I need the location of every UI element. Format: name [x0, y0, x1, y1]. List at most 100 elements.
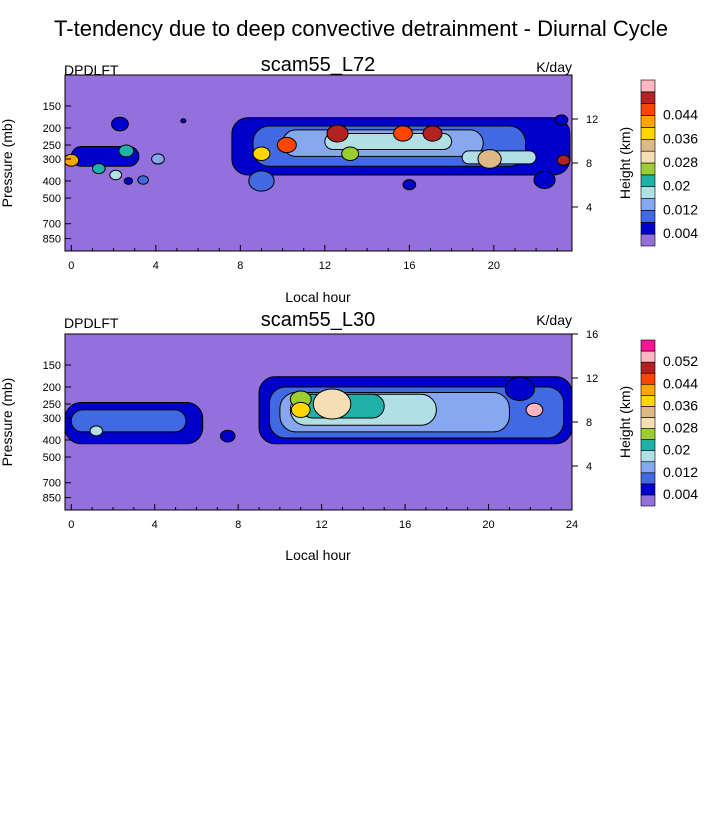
panel-2-x-tick-label: 16 — [399, 519, 411, 531]
panel-2-right-tick-label: 12 — [586, 373, 598, 385]
panel-1-variable: DPDLFT — [64, 62, 119, 78]
panel-2-colorbar-label: 0.028 — [663, 420, 698, 436]
panel-2-x-tick-label: 24 — [566, 519, 578, 531]
panel-2-title: scam55_L30 — [261, 309, 376, 331]
panel-1-y-tick-label: 700 — [43, 219, 61, 231]
panel-1-contour-spot-26 — [402, 179, 417, 191]
panel-1-contour-spot-19 — [137, 175, 149, 185]
panel-2-x-tick-label: 4 — [152, 519, 158, 531]
panel-1-y-tick-label: 500 — [43, 193, 61, 205]
panel-1-colorbar-box — [640, 115, 656, 128]
panel-1-x-tick-label: 20 — [488, 260, 500, 272]
panel-1-contour-spot-24 — [110, 116, 129, 132]
panel-1-colorbar-label: 0.036 — [663, 130, 698, 146]
panel-2-y-tick-label: 250 — [43, 399, 61, 411]
panel-1-colorbar-label: 0.044 — [663, 107, 698, 123]
panel-2-right-tick-label: 8 — [586, 417, 592, 429]
panel-1-contour-spot-25 — [180, 118, 187, 124]
panel-1: DPDLFT scam55_L72 K/day 0 4 8 12 16 20 150 200 2… — [0, 54, 698, 305]
panel-2-colorbar: 0.004 0.012 0.02 0.028 0.036 0.044 0.052 — [640, 339, 698, 507]
panel-1-colorbar-box — [640, 221, 656, 235]
panel-1-colorbar-box — [640, 210, 656, 223]
panel-1-contour-spot-13 — [556, 154, 571, 166]
panel-1-colorbar-box — [640, 233, 656, 247]
panel-2-y-tick-label: 700 — [43, 478, 61, 490]
panel-2-colorbar-box — [640, 417, 656, 429]
panel-1-xlabel: Local hour — [285, 289, 351, 305]
panel-1-colorbar-box — [640, 174, 656, 188]
panel-2-colorbar-box — [640, 372, 656, 385]
panel-2-right-ylabel: Height (km) — [617, 386, 633, 458]
panel-1-x-tick-label: 12 — [319, 260, 331, 272]
panel-1-contour-spot-17 — [109, 169, 123, 181]
panel-1-colorbar-box — [640, 150, 656, 164]
panel-1-colorbar-box — [640, 198, 656, 211]
panel-1-colorbar-label: 0.012 — [663, 201, 698, 217]
panel-2-y-tick-label: 850 — [43, 493, 61, 505]
panel-2-y-tick-label: 500 — [43, 452, 61, 464]
panel-2-colorbar-label: 0.044 — [663, 375, 698, 391]
panel-1-contour-spot-6 — [326, 124, 349, 143]
panel-2-contour-spot-12 — [219, 429, 236, 443]
panel-1-ylabel: Pressure (mb) — [0, 119, 15, 208]
panel-1-units: K/day — [536, 59, 572, 75]
panel-2-contour-band-1 — [70, 409, 187, 433]
panel-1-colorbar-label: 0.004 — [663, 225, 698, 241]
panel-1-contour-spot-16 — [91, 162, 106, 175]
panel-1-colorbar-box — [640, 186, 656, 199]
panel-2-plot-area — [65, 334, 572, 510]
panel-1-contour-spot-20 — [123, 177, 134, 185]
panel-2-colorbar-box — [640, 395, 656, 407]
panel-1-contour-spot-7 — [392, 125, 414, 142]
panel-1-y-tick-label: 150 — [43, 101, 61, 113]
panel-2-colorbar-box — [640, 494, 656, 507]
panel-1-contour-spot-12 — [341, 146, 360, 161]
panel-1-contour-spot-14 — [65, 153, 80, 167]
panel-1-x-tick-label: 16 — [403, 260, 415, 272]
panel-1-plot-area — [65, 75, 572, 251]
panel-1-x-tick-label: 4 — [153, 260, 159, 272]
panel-1-contour-spot-9 — [276, 136, 297, 154]
panel-2-contour-spot-10 — [525, 402, 544, 418]
panel-2-y-tick-label: 150 — [43, 360, 61, 372]
panel-1-y-tick-label: 250 — [43, 140, 61, 152]
panel-2-colorbar-box — [640, 450, 656, 463]
panel-2-y-tick-label: 300 — [43, 413, 61, 425]
panel-2-x-tick-label: 20 — [482, 519, 494, 531]
panel-2-colorbar-box — [640, 350, 656, 363]
panel-1-contour-band-3 — [324, 133, 453, 150]
panel-1-x-tick-label: 0 — [68, 260, 74, 272]
panel-1-contour-spot-18 — [151, 153, 165, 165]
panel-1-x-tick-label: 8 — [237, 260, 243, 272]
panel-1-title: scam55_L72 — [261, 54, 376, 76]
panel-2-y-tick-label: 400 — [43, 435, 61, 447]
panel-2-variable: DPDLFT — [64, 315, 119, 331]
panel-2: DPDLFT scam55_L30 K/day 0 4 8 12 16 20 24 150 20… — [0, 309, 698, 563]
panel-2-x-tick-label: 12 — [316, 519, 328, 531]
panel-1-contour-spot-23 — [554, 114, 569, 126]
panel-1-contour-spot-10 — [252, 146, 271, 161]
panel-2-units: K/day — [536, 312, 572, 328]
panel-2-ylabel: Pressure (mb) — [0, 378, 15, 467]
panel-1-y-tick-label: 300 — [43, 154, 61, 166]
panel-2-contour-spot-9 — [290, 401, 311, 418]
panel-2-colorbar-box — [640, 406, 656, 418]
panel-1-right-tick-label: 8 — [586, 158, 592, 170]
panel-2-x-tick-label: 0 — [68, 519, 74, 531]
panel-1-y-tick-label: 200 — [43, 123, 61, 135]
panel-2-colorbar-label: 0.052 — [663, 353, 698, 369]
figure-title: T-tendency due to deep convective detrai… — [54, 16, 668, 41]
panel-2-x-tick-label: 8 — [235, 519, 241, 531]
panel-2-xlabel: Local hour — [285, 547, 351, 563]
panel-1-y-tick-label: 400 — [43, 176, 61, 188]
panel-1-right-ylabel: Height (km) — [617, 127, 633, 199]
panel-2-right-tick-label: 16 — [586, 329, 598, 341]
panel-1-colorbar-box — [640, 138, 656, 152]
panel-1-colorbar-label: 0.02 — [663, 178, 690, 194]
panel-2-colorbar-label: 0.02 — [663, 442, 690, 458]
panel-1-colorbar-box — [640, 91, 656, 105]
panel-2-colorbar-box — [640, 361, 656, 374]
panel-2-colorbar-box — [640, 439, 656, 451]
panel-2-colorbar-label: 0.012 — [663, 464, 698, 480]
